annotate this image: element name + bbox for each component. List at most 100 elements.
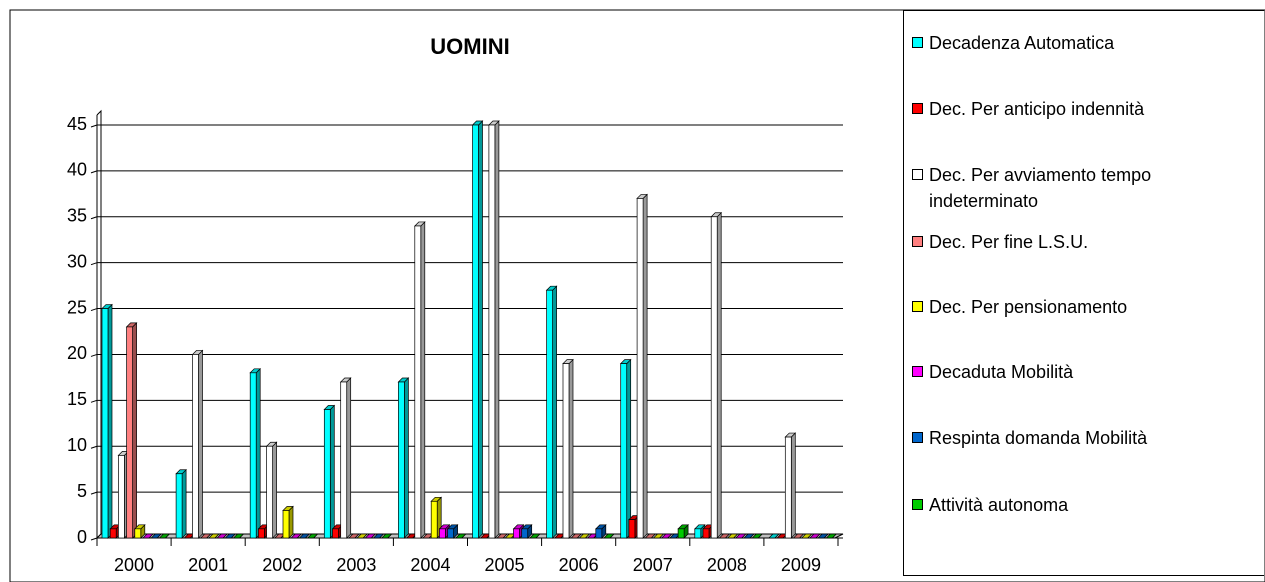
y-tick-label: 30 <box>67 251 87 271</box>
bar-top <box>142 533 154 539</box>
y-tick-label: 20 <box>67 343 87 363</box>
bar <box>340 381 348 539</box>
bar-top <box>570 533 583 539</box>
bar <box>332 528 339 539</box>
tick-mark <box>90 262 98 266</box>
tick-mark <box>90 491 98 495</box>
bar <box>562 363 570 539</box>
bar-side <box>288 505 294 539</box>
bar-side <box>181 468 187 539</box>
bar-side <box>132 322 137 539</box>
bar-top <box>356 533 368 539</box>
x-tick-label: 2006 <box>559 555 599 575</box>
legend-item: Dec. Per avviamento tempo indeterminato <box>910 162 1262 214</box>
y-tick-label: 0 <box>77 527 87 547</box>
x-tick-label: 2001 <box>188 555 228 575</box>
bar-top <box>150 533 163 539</box>
bar-top <box>718 533 731 539</box>
bar <box>595 528 603 539</box>
x-tick-label: 2003 <box>336 555 376 575</box>
bar-top <box>496 533 508 539</box>
legend-item: Attività autonoma <box>910 492 1262 518</box>
bar <box>447 528 454 539</box>
bar <box>439 528 446 539</box>
bar-side <box>552 285 557 539</box>
legend-swatch <box>912 432 923 443</box>
bar-top <box>208 533 220 539</box>
tick-mark <box>90 445 98 449</box>
legend-swatch <box>912 37 923 48</box>
legend-label: Attività autonoma <box>929 495 1069 515</box>
y-tick-label: 25 <box>67 297 87 317</box>
bar-side <box>478 120 483 539</box>
back-wall <box>96 109 102 539</box>
legend-item: Decadenza Automatica <box>910 30 1262 56</box>
bar <box>266 445 273 539</box>
bar-top <box>232 533 245 539</box>
bar-top <box>578 533 591 539</box>
bar <box>323 409 331 539</box>
bar-top <box>792 533 805 539</box>
legend-swatch <box>912 499 923 510</box>
bar-top <box>743 533 755 539</box>
legend: Decadenza Automatica Dec. Per anticipo in… <box>903 10 1264 576</box>
bar-top <box>348 533 360 539</box>
tick-mark <box>90 124 98 128</box>
x-tick-label: 2004 <box>410 555 450 575</box>
bar-top <box>298 533 311 539</box>
bar <box>430 500 438 539</box>
bar <box>628 519 636 539</box>
tick-mark <box>90 308 98 312</box>
bar-top <box>734 533 747 539</box>
bar <box>126 326 133 539</box>
y-tick-label: 45 <box>67 114 87 134</box>
bar-top <box>660 533 673 539</box>
x-tick-label: 2005 <box>485 555 525 575</box>
bar-side <box>198 349 203 539</box>
bar-top <box>454 533 467 539</box>
bar <box>472 124 479 539</box>
legend-label: Dec. Per pensionamento <box>929 297 1128 317</box>
bar <box>702 528 710 539</box>
y-tick-label: 15 <box>67 389 87 409</box>
legend-item: Dec. Per anticipo indennità <box>910 96 1262 122</box>
bar-side <box>329 404 335 539</box>
bar <box>118 455 125 539</box>
y-tick-label: 35 <box>67 206 87 226</box>
bar <box>694 528 702 539</box>
bar-side <box>790 432 796 539</box>
bar <box>620 363 628 539</box>
bar-side <box>568 358 574 539</box>
bar <box>398 381 405 539</box>
legend-swatch <box>912 169 923 180</box>
x-tick-label: 2007 <box>633 555 673 575</box>
bar-top <box>809 533 821 539</box>
bar <box>513 528 520 539</box>
y-tick-label: 10 <box>67 435 87 455</box>
bar-top <box>529 533 541 539</box>
bar-top <box>768 533 780 539</box>
legend-item: Respinta domanda Mobilità <box>910 425 1262 451</box>
bar-top <box>644 533 657 539</box>
bar <box>414 225 422 539</box>
bar-top <box>216 533 228 539</box>
legend-label: Decaduta Mobilità <box>929 362 1074 382</box>
x-tick-label: 2000 <box>114 555 154 575</box>
bar <box>249 372 257 539</box>
legend-label: Dec. Per fine L.S.U. <box>929 232 1089 252</box>
bar-side <box>346 377 352 539</box>
bar <box>192 354 199 539</box>
x-tick-label: 2009 <box>781 555 821 575</box>
bar-side <box>420 221 426 539</box>
legend-label: Dec. Per avviamento tempo indeterminato <box>929 165 1152 211</box>
legend-item: Decaduta Mobilità <box>910 359 1262 385</box>
y-tick-label: 40 <box>67 160 87 180</box>
bar <box>546 289 553 539</box>
bar-top <box>224 533 237 539</box>
bar-top <box>372 533 385 539</box>
tick-mark <box>90 216 98 220</box>
chart-border <box>9 9 1265 582</box>
bar-top <box>817 533 829 539</box>
